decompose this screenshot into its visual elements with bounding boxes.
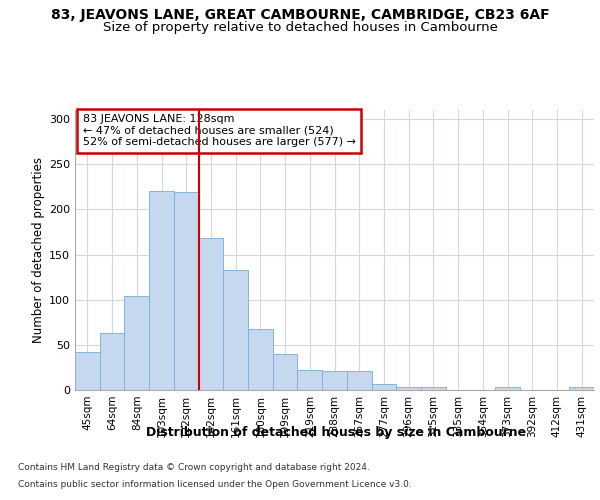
Text: Distribution of detached houses by size in Cambourne: Distribution of detached houses by size … [146, 426, 526, 439]
Text: 83 JEAVONS LANE: 128sqm
← 47% of detached houses are smaller (524)
52% of semi-d: 83 JEAVONS LANE: 128sqm ← 47% of detache… [83, 114, 356, 148]
Bar [100, 333, 124, 390]
Bar [75, 352, 100, 390]
Bar [421, 388, 446, 390]
Bar [124, 296, 149, 390]
Bar [248, 330, 273, 390]
Bar [273, 354, 298, 390]
Bar [371, 384, 396, 390]
Text: Size of property relative to detached houses in Cambourne: Size of property relative to detached ho… [103, 21, 497, 34]
Bar [174, 192, 199, 390]
Bar [199, 238, 223, 390]
Bar [347, 371, 371, 390]
Bar [149, 192, 174, 390]
Bar [495, 388, 520, 390]
Bar [322, 371, 347, 390]
Text: Contains HM Land Registry data © Crown copyright and database right 2024.: Contains HM Land Registry data © Crown c… [18, 464, 370, 472]
Bar [223, 270, 248, 390]
Bar [569, 388, 594, 390]
Bar [396, 388, 421, 390]
Y-axis label: Number of detached properties: Number of detached properties [32, 157, 45, 343]
Bar [298, 370, 322, 390]
Text: 83, JEAVONS LANE, GREAT CAMBOURNE, CAMBRIDGE, CB23 6AF: 83, JEAVONS LANE, GREAT CAMBOURNE, CAMBR… [50, 8, 550, 22]
Text: Contains public sector information licensed under the Open Government Licence v3: Contains public sector information licen… [18, 480, 412, 489]
